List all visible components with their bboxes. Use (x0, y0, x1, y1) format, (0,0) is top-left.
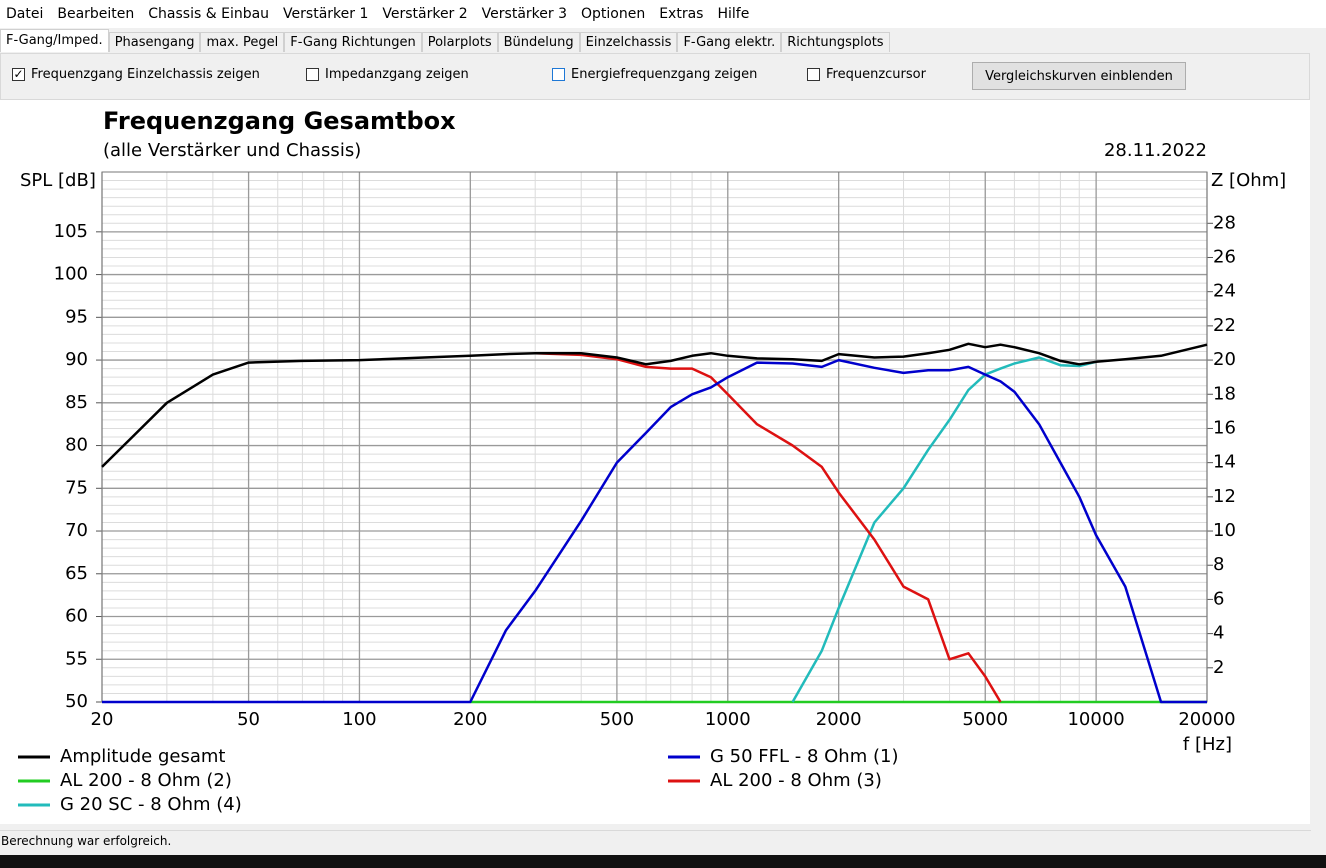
y2-tick-label: 14 (1213, 452, 1236, 473)
y-tick-label: 100 (54, 264, 88, 285)
y-tick-label: 95 (65, 306, 88, 327)
menu-item[interactable]: Verstärker 1 (283, 6, 369, 22)
menu-bar: Datei Bearbeiten Chassis & Einbau Verstärke… (0, 0, 1326, 28)
y2-tick-label: 28 (1213, 212, 1236, 233)
menu-item[interactable]: Optionen (580, 6, 646, 22)
y2-tick-label: 8 (1213, 554, 1224, 575)
x-tick-label: 200 (453, 709, 487, 730)
y2-tick-label: 18 (1213, 383, 1236, 404)
y-tick-label: 105 (54, 221, 88, 242)
legend-label: G 50 FFL - 8 Ohm (1) (710, 746, 898, 767)
chart: Frequenzgang Gesamtbox (alle Verstärker … (0, 100, 1310, 824)
checkbox[interactable] (552, 68, 565, 81)
series-line (101, 342, 1208, 468)
y-tick-label: 55 (65, 648, 88, 669)
tab[interactable]: Bündelung (497, 32, 580, 52)
x-tick-label: 50 (237, 709, 260, 730)
menu-item[interactable]: Hilfe (717, 6, 750, 22)
tab[interactable]: F-Gang/Imped. (0, 29, 109, 52)
y2-tick-label: 20 (1213, 349, 1236, 370)
button[interactable]: Vergleichskurven einblenden (972, 62, 1186, 90)
checkbox[interactable] (306, 68, 319, 81)
status-bar: Berechnung war erfolgreich. (0, 830, 1311, 851)
taskbar-edge (0, 855, 1326, 868)
x-tick-label: 500 (600, 709, 634, 730)
tab[interactable]: max. Pegel (200, 32, 285, 52)
x-tick-label: 10000 (1067, 709, 1124, 730)
y2-tick-label: 2 (1213, 657, 1224, 678)
y-tick-label: 80 (65, 435, 88, 456)
y-tick-label: 70 (65, 520, 88, 541)
checkbox-label: Frequenzgang Einzelchassis zeigen (31, 67, 260, 82)
checkbox-option[interactable]: ✓ Frequenzgang Einzelchassis zeigen (12, 67, 260, 82)
y2-tick-label: 22 (1213, 315, 1236, 336)
series-line (102, 358, 1207, 704)
y-tick-label: 75 (65, 477, 88, 498)
checkbox-label: Impedanzgang zeigen (325, 67, 469, 82)
y2-axis-label: Z [Ohm] (1211, 170, 1286, 191)
tab[interactable]: F-Gang elektr. (677, 32, 782, 52)
x-tick-label: 5000 (962, 709, 1008, 730)
y-tick-label: 65 (65, 563, 88, 584)
y2-tick-label: 26 (1213, 246, 1236, 267)
y2-tick-label: 6 (1213, 588, 1224, 609)
y-tick-label: 85 (65, 392, 88, 413)
checkbox[interactable]: ✓ (12, 67, 25, 81)
y2-tick-label: 12 (1213, 486, 1236, 507)
y-tick-label: 60 (65, 606, 88, 627)
chart-subtitle: (alle Verstärker und Chassis) (103, 140, 361, 161)
y2-tick-label: 10 (1213, 520, 1236, 541)
chart-title: Frequenzgang Gesamtbox (103, 107, 456, 135)
legend-label: G 20 SC - 8 Ohm (4) (60, 794, 242, 815)
x-tick-label: 20 (91, 709, 114, 730)
checkbox-option[interactable]: Impedanzgang zeigen (306, 67, 469, 82)
checkbox-option[interactable]: Energiefrequenzgang zeigen (552, 67, 757, 82)
x-tick-label: 1000 (705, 709, 751, 730)
checkbox-label: Energiefrequenzgang zeigen (571, 67, 758, 82)
tab[interactable]: F-Gang Richtungen (284, 32, 422, 52)
y2-tick-label: 24 (1213, 281, 1236, 302)
tab[interactable]: Richtungsplots (781, 32, 890, 52)
menu-item[interactable]: Bearbeiten (57, 6, 135, 22)
menu-item[interactable]: Verstärker 3 (481, 6, 567, 22)
tab[interactable]: Einzelchassis (579, 32, 678, 52)
menu-item[interactable]: Chassis & Einbau (148, 6, 270, 22)
menu-item[interactable]: Datei (6, 6, 44, 22)
legend-label: AL 200 - 8 Ohm (3) (710, 770, 882, 791)
y-tick-label: 50 (65, 691, 88, 712)
y-tick-label: 90 (65, 349, 88, 370)
chart-date: 28.11.2022 (1104, 140, 1207, 161)
tab[interactable]: Polarplots (421, 32, 498, 52)
menu-item[interactable]: Extras (659, 6, 704, 22)
series-line (535, 351, 1002, 703)
legend-label: AL 200 - 8 Ohm (2) (60, 770, 232, 791)
checkbox-option[interactable]: Frequenzcursor (807, 67, 926, 82)
tab-bar: F-Gang/Imped. Phasengang max. Pegel F-Gang … (0, 29, 890, 52)
checkbox[interactable] (807, 68, 820, 81)
x-tick-label: 100 (342, 709, 376, 730)
x-axis-label: f [Hz] (1183, 734, 1232, 755)
y2-tick-label: 4 (1213, 623, 1224, 644)
y2-tick-label: 16 (1213, 417, 1236, 438)
y-axis-label: SPL [dB] (20, 170, 96, 191)
options-panel: Vergleichskurven einblenden ✓ Frequenzgan… (0, 53, 1310, 100)
series-line (791, 356, 1097, 703)
menu-item[interactable]: Verstärker 2 (382, 6, 468, 22)
checkbox-label: Frequenzcursor (826, 67, 926, 82)
legend-label: Amplitude gesamt (60, 746, 225, 767)
x-tick-label: 20000 (1178, 709, 1235, 730)
x-tick-label: 2000 (816, 709, 862, 730)
tab[interactable]: Phasengang (108, 32, 201, 52)
